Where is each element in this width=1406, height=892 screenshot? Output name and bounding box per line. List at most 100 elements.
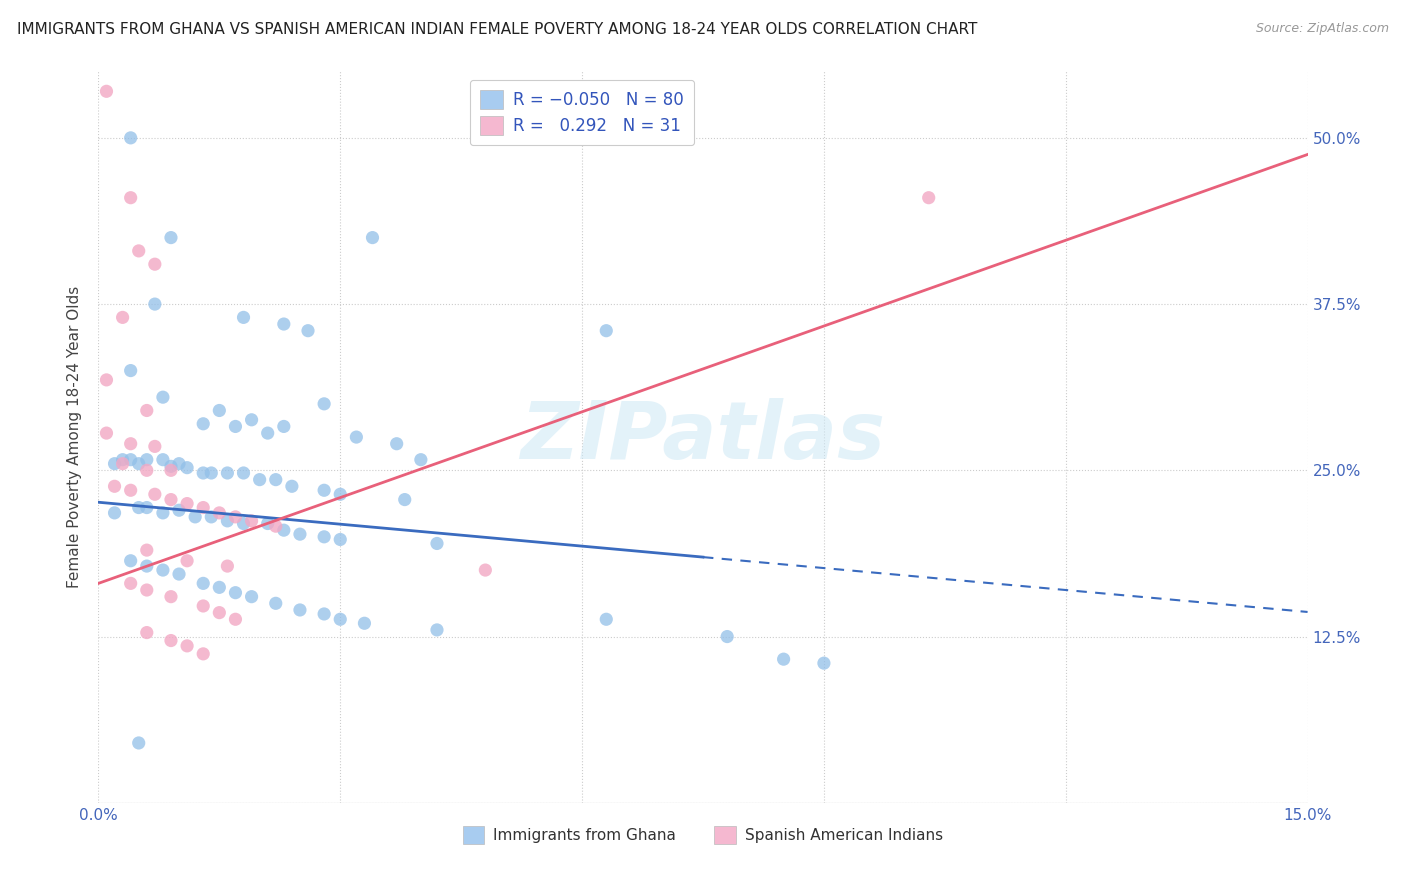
Point bbox=[224, 612, 246, 626]
Point bbox=[224, 419, 246, 434]
Point bbox=[232, 516, 254, 531]
Point bbox=[353, 616, 375, 631]
Point bbox=[193, 576, 215, 591]
Point bbox=[232, 310, 254, 325]
Point bbox=[160, 590, 183, 604]
Point bbox=[288, 527, 311, 541]
Point bbox=[224, 585, 246, 599]
Point bbox=[128, 500, 150, 515]
Point bbox=[135, 403, 157, 417]
Point bbox=[273, 419, 295, 434]
Point bbox=[232, 466, 254, 480]
Point bbox=[193, 599, 215, 613]
Point bbox=[918, 191, 941, 205]
Point bbox=[176, 639, 198, 653]
Point bbox=[120, 576, 142, 591]
Point bbox=[135, 452, 157, 467]
Point bbox=[314, 483, 336, 498]
Point bbox=[208, 580, 231, 594]
Point bbox=[135, 500, 157, 515]
Point bbox=[426, 623, 449, 637]
Point bbox=[193, 466, 215, 480]
Point bbox=[314, 607, 336, 621]
Point bbox=[772, 652, 794, 666]
Point bbox=[103, 506, 125, 520]
Point bbox=[111, 452, 134, 467]
Point bbox=[716, 630, 738, 644]
Point bbox=[135, 625, 157, 640]
Point bbox=[297, 324, 319, 338]
Point bbox=[128, 457, 150, 471]
Point bbox=[224, 509, 246, 524]
Point bbox=[256, 426, 278, 441]
Text: ZIPatlas: ZIPatlas bbox=[520, 398, 886, 476]
Point bbox=[394, 492, 416, 507]
Point bbox=[120, 452, 142, 467]
Point bbox=[135, 582, 157, 597]
Point bbox=[264, 519, 287, 533]
Point bbox=[281, 479, 304, 493]
Point bbox=[143, 487, 166, 501]
Point bbox=[217, 559, 239, 574]
Point bbox=[249, 473, 271, 487]
Point bbox=[329, 533, 352, 547]
Point bbox=[208, 403, 231, 417]
Point bbox=[329, 612, 352, 626]
Point bbox=[474, 563, 496, 577]
Text: IMMIGRANTS FROM GHANA VS SPANISH AMERICAN INDIAN FEMALE POVERTY AMONG 18-24 YEAR: IMMIGRANTS FROM GHANA VS SPANISH AMERICA… bbox=[17, 22, 977, 37]
Point bbox=[160, 492, 183, 507]
Point bbox=[120, 554, 142, 568]
Point bbox=[103, 479, 125, 493]
Point bbox=[176, 554, 198, 568]
Point bbox=[120, 191, 142, 205]
Point bbox=[111, 310, 134, 325]
Point bbox=[167, 457, 190, 471]
Point bbox=[184, 509, 207, 524]
Point bbox=[120, 483, 142, 498]
Point bbox=[160, 230, 183, 244]
Point bbox=[273, 317, 295, 331]
Text: Source: ZipAtlas.com: Source: ZipAtlas.com bbox=[1256, 22, 1389, 36]
Y-axis label: Female Poverty Among 18-24 Year Olds: Female Poverty Among 18-24 Year Olds bbox=[67, 286, 83, 588]
Point bbox=[135, 559, 157, 574]
Point bbox=[208, 506, 231, 520]
Point bbox=[200, 509, 222, 524]
Point bbox=[143, 297, 166, 311]
Point bbox=[240, 514, 263, 528]
Point bbox=[314, 397, 336, 411]
Point bbox=[217, 514, 239, 528]
Point bbox=[167, 503, 190, 517]
Point bbox=[264, 596, 287, 610]
Point bbox=[143, 439, 166, 453]
Point bbox=[193, 417, 215, 431]
Point bbox=[128, 244, 150, 258]
Point bbox=[426, 536, 449, 550]
Point bbox=[193, 647, 215, 661]
Point bbox=[344, 430, 367, 444]
Point bbox=[167, 567, 190, 582]
Legend: Immigrants from Ghana, Spanish American Indians: Immigrants from Ghana, Spanish American … bbox=[457, 820, 949, 850]
Point bbox=[361, 230, 384, 244]
Point bbox=[329, 487, 352, 501]
Point bbox=[217, 466, 239, 480]
Point bbox=[120, 363, 142, 377]
Point bbox=[385, 436, 408, 450]
Point bbox=[160, 463, 183, 477]
Point bbox=[176, 497, 198, 511]
Point bbox=[288, 603, 311, 617]
Point bbox=[160, 633, 183, 648]
Point bbox=[128, 736, 150, 750]
Point bbox=[135, 463, 157, 477]
Point bbox=[152, 506, 174, 520]
Point bbox=[240, 590, 263, 604]
Point bbox=[96, 84, 118, 98]
Point bbox=[208, 606, 231, 620]
Point bbox=[273, 523, 295, 537]
Point bbox=[152, 390, 174, 404]
Point bbox=[96, 373, 118, 387]
Point bbox=[256, 516, 278, 531]
Point bbox=[314, 530, 336, 544]
Point bbox=[409, 452, 432, 467]
Point bbox=[152, 452, 174, 467]
Point bbox=[595, 612, 617, 626]
